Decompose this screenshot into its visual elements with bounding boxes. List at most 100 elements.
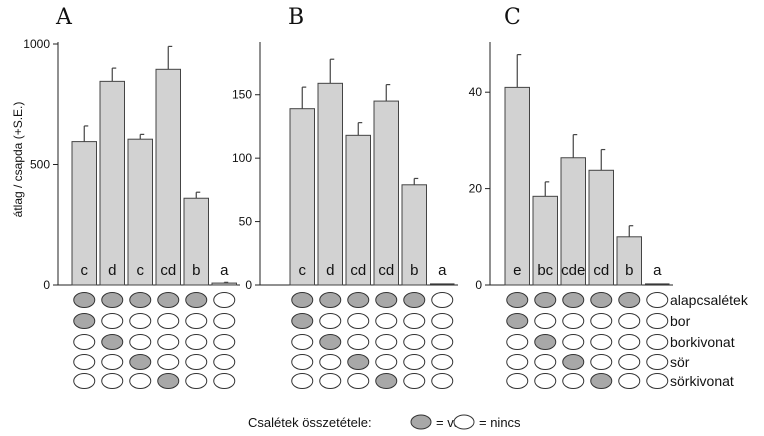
panel-label: A [55, 5, 73, 30]
composition-dot-empty [213, 292, 236, 308]
composition-dot-empty [101, 354, 124, 370]
composition-dot-filled [375, 373, 398, 389]
significance-letter: d [326, 262, 334, 279]
significance-letter: a [438, 262, 447, 279]
legend-filled-swatch [410, 414, 432, 430]
y-tick-label: 40 [469, 85, 483, 99]
y-tick-label: 50 [239, 215, 253, 229]
composition-dot-empty [101, 373, 124, 389]
composition-dot-empty [347, 334, 370, 350]
composition-dot-empty [646, 313, 669, 329]
composition-dot-filled [534, 292, 557, 308]
composition-dot-filled [562, 292, 585, 308]
composition-dot-empty [403, 373, 426, 389]
composition-dot-empty [590, 313, 613, 329]
composition-dot-empty [646, 334, 669, 350]
composition-dot-empty [618, 334, 641, 350]
y-tick-label: 0 [245, 278, 252, 292]
composition-dot-empty [375, 334, 398, 350]
composition-dot-empty [534, 313, 557, 329]
composition-dot-filled [157, 292, 180, 308]
composition-dot-empty [534, 373, 557, 389]
composition-dot-empty [375, 313, 398, 329]
significance-letter: b [625, 262, 633, 279]
y-tick-label: 0 [475, 278, 482, 292]
row-label: sörkivonat [670, 373, 734, 389]
bar [99, 80, 125, 286]
panel-label: C [504, 5, 521, 30]
composition-dot-empty [185, 354, 208, 370]
bar [504, 86, 530, 286]
composition-dot-filled [319, 292, 342, 308]
panel-label: B [288, 5, 304, 30]
composition-dot-empty [347, 313, 370, 329]
composition-dot-filled [73, 292, 96, 308]
legend-empty-swatch [453, 414, 475, 430]
composition-dot-empty [185, 313, 208, 329]
composition-dot-filled [319, 334, 342, 350]
composition-dot-filled [562, 354, 585, 370]
composition-dot-filled [101, 292, 124, 308]
composition-dot-empty [562, 373, 585, 389]
composition-dot-filled [618, 292, 641, 308]
bar [317, 82, 343, 286]
significance-letter: a [653, 262, 662, 279]
composition-row-labels: alapcsalétek bor borkivonat sör sörkivonat [670, 292, 749, 389]
composition-dot-empty [157, 354, 180, 370]
significance-letter: cd [378, 262, 394, 279]
bar [183, 197, 209, 286]
composition-dot-empty [375, 354, 398, 370]
composition-dot-filled [129, 292, 152, 308]
significance-letter: b [192, 262, 200, 279]
composition-dot-empty [185, 334, 208, 350]
composition-dot-empty [618, 354, 641, 370]
composition-dot-filled [590, 292, 613, 308]
composition-dot-filled [291, 292, 314, 308]
composition-dot-empty [129, 313, 152, 329]
composition-dot-filled [403, 292, 426, 308]
composition-dot-empty [213, 373, 236, 389]
composition-dot-empty [506, 334, 529, 350]
composition-dot-empty [347, 373, 370, 389]
significance-letter: cde [561, 262, 585, 279]
composition-dot-filled [185, 292, 208, 308]
significance-letter: cd [593, 262, 609, 279]
y-tick-label: 0 [43, 278, 50, 292]
composition-dot-empty [431, 354, 454, 370]
composition-dot-empty [431, 292, 454, 308]
y-tick-label: 150 [232, 88, 252, 102]
composition-dot-filled [73, 313, 96, 329]
composition-dot-filled [157, 373, 180, 389]
composition-dot-filled [291, 313, 314, 329]
composition-dot-empty [618, 313, 641, 329]
composition-dot-empty [319, 313, 342, 329]
composition-dot-empty [101, 313, 124, 329]
row-label: borkivonat [670, 334, 735, 350]
significance-letter: cd [160, 262, 176, 279]
y-tick-label: 500 [30, 158, 50, 172]
composition-dot-empty [185, 373, 208, 389]
bar [373, 100, 399, 286]
composition-dot-empty [431, 334, 454, 350]
composition-dot-filled [506, 313, 529, 329]
composition-dot-empty [506, 373, 529, 389]
composition-dot-filled [506, 292, 529, 308]
composition-dot-filled [590, 373, 613, 389]
y-tick-label: 20 [469, 182, 483, 196]
panel-c: C 0 20 40 e bc cde cd b a [469, 5, 673, 389]
legend: Csalétek összetétele: = van = nincs [248, 414, 521, 430]
composition-dot-empty [403, 354, 426, 370]
composition-dot-empty [213, 313, 236, 329]
composition-dot-empty [213, 354, 236, 370]
significance-letter: c [81, 262, 89, 279]
significance-letter: c [299, 262, 307, 279]
composition-dot-empty [291, 373, 314, 389]
y-tick-label: 100 [232, 151, 252, 165]
composition-dot-empty [157, 334, 180, 350]
composition-dot-filled [101, 334, 124, 350]
composition-dot-empty [291, 334, 314, 350]
significance-letter: cd [350, 262, 366, 279]
composition-dot-empty [590, 334, 613, 350]
composition-dot-empty [562, 334, 585, 350]
